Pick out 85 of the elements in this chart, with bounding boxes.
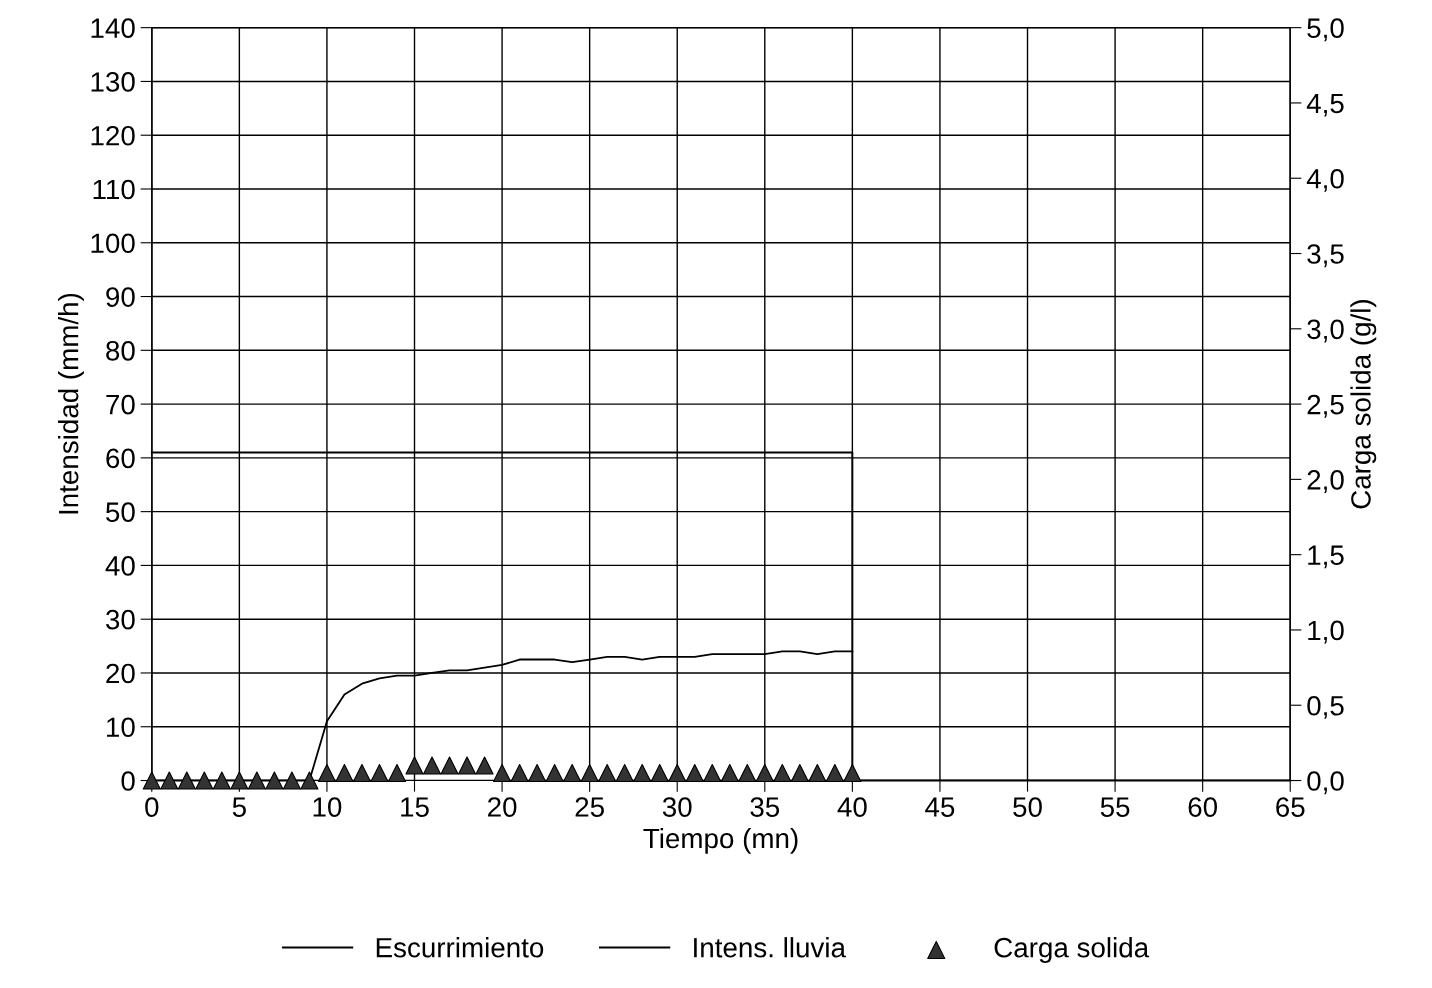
point (720, 763, 739, 783)
point (633, 763, 652, 783)
x-axis-title: Tiempo (mn) (643, 827, 798, 854)
point (580, 763, 599, 783)
y2-tick-label: 2,5 (1307, 394, 1344, 418)
point (650, 763, 669, 783)
y-tick-label: 40 (105, 556, 135, 576)
x-tick-label: 5 (232, 797, 246, 817)
x-tick-label: 55 (1100, 797, 1130, 817)
y-tick-label: 10 (107, 717, 135, 738)
y-tick-label: 30 (105, 609, 135, 630)
y2-tick-label: 3,5 (1307, 244, 1344, 268)
x-tick-label: 50 (1013, 797, 1042, 817)
x-tick-label: 0 (145, 797, 159, 817)
point (317, 763, 336, 783)
y-axis-title: Intensidad (mm/h) (58, 293, 84, 514)
x-tick-label: 40 (837, 797, 867, 817)
y-tick-label: 20 (106, 663, 135, 684)
x-tick-label: 35 (750, 797, 780, 817)
y-tick-label: 90 (106, 287, 135, 307)
y2-tick-label: 0,0 (1307, 771, 1344, 795)
point (212, 771, 231, 790)
point (300, 771, 319, 790)
x-tick-label: 60 (1188, 797, 1218, 817)
point (528, 763, 547, 783)
point (668, 763, 687, 783)
y-tick-label: 120 (91, 125, 135, 146)
point (352, 763, 372, 783)
y2-tick-label: 0,5 (1307, 695, 1344, 719)
point (703, 763, 722, 783)
point (265, 771, 284, 790)
y2-tick-label: 4,5 (1306, 93, 1344, 117)
point (563, 763, 582, 783)
y2-tick-label: 2,0 (1307, 470, 1344, 493)
x-tick-label: 25 (575, 797, 604, 817)
y2-tick-label: 1,0 (1308, 620, 1344, 644)
x-tick-label: 15 (401, 797, 429, 817)
y2-axis-title: Carga solida (g/l) (1350, 300, 1377, 509)
x-tick-label: 30 (662, 797, 692, 817)
y2-tick-label: 1,5 (1308, 545, 1344, 569)
point (545, 763, 564, 783)
point (457, 756, 477, 775)
x-tick-label: 45 (925, 797, 955, 817)
y2-tick-label: 5,0 (1307, 18, 1344, 42)
point (773, 763, 792, 783)
point (790, 763, 809, 783)
point (843, 763, 862, 783)
point (615, 763, 634, 783)
y-tick-label: 100 (91, 233, 135, 254)
y-tick-label: 130 (91, 72, 135, 92)
point (510, 763, 529, 783)
point (247, 771, 266, 790)
point (475, 756, 494, 775)
point (825, 763, 844, 783)
point (335, 763, 354, 783)
x-tick-label: 20 (488, 797, 517, 817)
point (685, 763, 704, 783)
point (440, 756, 459, 775)
point (282, 771, 301, 790)
point (405, 756, 424, 775)
point (738, 763, 757, 783)
point (493, 763, 512, 783)
y-tick-label: 80 (106, 340, 135, 361)
y2-tick-label: 3,0 (1307, 319, 1344, 343)
y2-tick-label: 4,0 (1306, 168, 1344, 192)
point (755, 763, 774, 783)
y-tick-label: 110 (93, 179, 135, 200)
x-tick-label: 10 (313, 797, 342, 817)
point (387, 763, 407, 783)
x-tick-label: 65 (1276, 797, 1305, 817)
legend-label: Intens. lluvia (694, 937, 846, 958)
y-tick-label: 70 (106, 394, 135, 415)
y-tick-label: 140 (91, 18, 135, 38)
y-tick-label: 60 (106, 448, 135, 469)
point (808, 763, 827, 783)
point (195, 771, 214, 790)
point (598, 763, 617, 783)
point (160, 771, 179, 790)
y-tick-label: 0 (121, 771, 135, 791)
y-tick-label: 50 (106, 502, 135, 522)
legend-label: Carga solida (994, 937, 1150, 963)
legend-label: Escurrimiento (376, 937, 544, 958)
point (177, 771, 196, 790)
point (370, 763, 389, 783)
point (422, 756, 442, 775)
